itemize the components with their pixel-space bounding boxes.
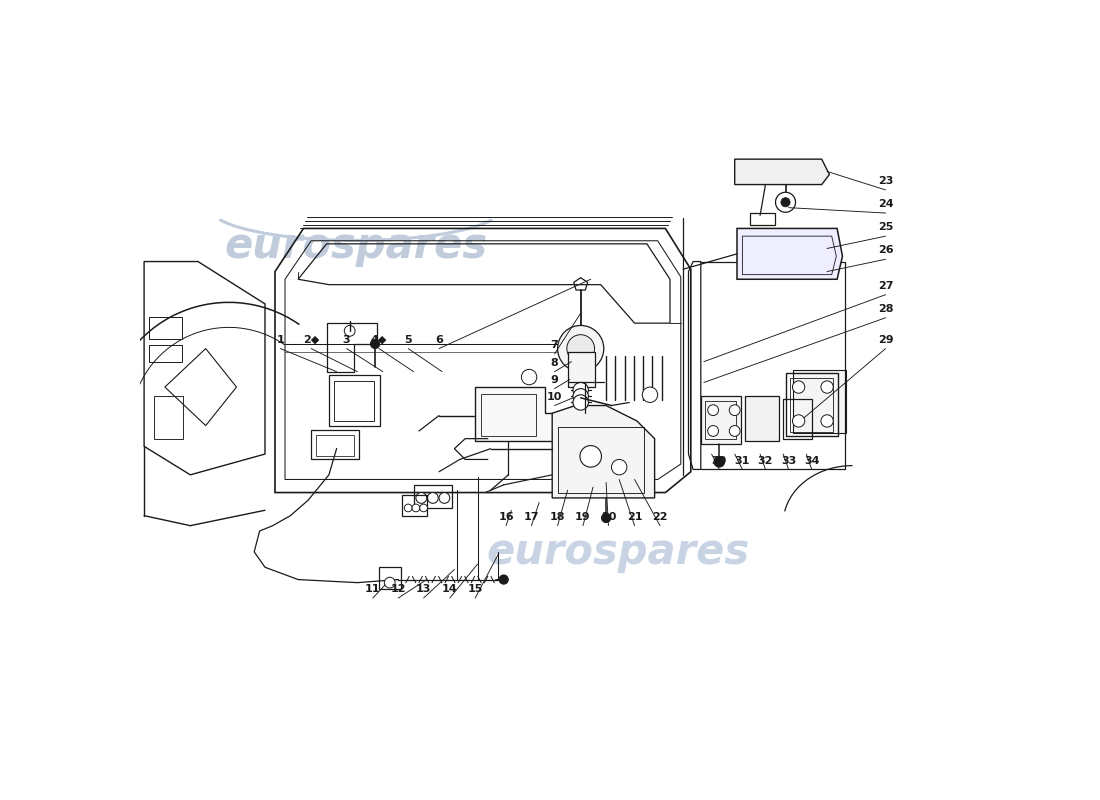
Text: 20: 20 — [601, 512, 616, 522]
Text: 9: 9 — [551, 374, 559, 385]
Circle shape — [416, 493, 427, 503]
Circle shape — [573, 382, 588, 398]
Text: 27: 27 — [878, 281, 893, 291]
Text: 22: 22 — [652, 512, 668, 522]
Text: 29: 29 — [878, 334, 893, 345]
Text: 17: 17 — [524, 512, 539, 522]
Circle shape — [821, 414, 834, 427]
Text: 14: 14 — [442, 584, 458, 594]
Bar — [701, 396, 741, 444]
Bar — [568, 353, 594, 387]
Bar — [334, 381, 374, 421]
Text: 12: 12 — [390, 584, 406, 594]
Text: 18: 18 — [550, 512, 565, 522]
Text: eurospares: eurospares — [486, 531, 749, 573]
Text: 34: 34 — [804, 456, 820, 466]
Circle shape — [439, 493, 450, 503]
Circle shape — [714, 456, 725, 467]
Circle shape — [371, 339, 380, 349]
Bar — [783, 398, 813, 438]
Circle shape — [521, 370, 537, 385]
Text: 1: 1 — [276, 334, 284, 345]
Text: 33: 33 — [781, 456, 796, 466]
Bar — [481, 394, 536, 436]
Circle shape — [420, 504, 428, 512]
Polygon shape — [475, 387, 565, 441]
Circle shape — [566, 334, 595, 362]
Polygon shape — [552, 406, 654, 498]
Circle shape — [602, 514, 610, 522]
Text: 8: 8 — [551, 358, 559, 368]
Bar — [558, 427, 644, 493]
Bar — [150, 317, 182, 338]
Text: 13: 13 — [416, 584, 431, 594]
Circle shape — [707, 405, 718, 415]
Text: 7: 7 — [551, 340, 559, 350]
Text: 28: 28 — [878, 304, 893, 314]
Text: 32: 32 — [758, 456, 773, 466]
Circle shape — [729, 405, 740, 415]
Polygon shape — [737, 229, 843, 279]
Circle shape — [405, 504, 412, 512]
Bar — [785, 373, 838, 436]
Bar — [316, 435, 354, 456]
Text: eurospares: eurospares — [224, 225, 487, 267]
Bar — [745, 396, 779, 441]
Text: 21: 21 — [627, 512, 642, 522]
Text: 24: 24 — [878, 199, 893, 209]
Circle shape — [384, 578, 395, 588]
Text: 31: 31 — [735, 456, 750, 466]
Circle shape — [412, 504, 420, 512]
Text: 11: 11 — [365, 584, 381, 594]
Circle shape — [521, 423, 537, 438]
Circle shape — [776, 192, 795, 212]
Circle shape — [792, 381, 805, 394]
Bar — [311, 430, 359, 459]
Text: 15: 15 — [468, 584, 483, 594]
Bar — [378, 567, 400, 589]
Bar — [793, 370, 846, 434]
Circle shape — [729, 426, 740, 436]
Text: 16: 16 — [498, 512, 514, 522]
Circle shape — [792, 414, 805, 427]
Text: 25: 25 — [878, 222, 893, 232]
Circle shape — [707, 426, 718, 436]
Text: 4◆: 4◆ — [371, 334, 387, 345]
Circle shape — [612, 459, 627, 475]
Text: 6: 6 — [436, 334, 443, 345]
Circle shape — [781, 198, 790, 207]
Polygon shape — [735, 159, 829, 185]
Circle shape — [573, 394, 588, 410]
Text: 26: 26 — [878, 246, 893, 255]
Bar — [705, 401, 736, 439]
Bar — [154, 396, 184, 438]
Text: 10: 10 — [547, 392, 562, 402]
Circle shape — [642, 387, 658, 402]
Circle shape — [499, 575, 508, 584]
Text: 3: 3 — [343, 334, 351, 345]
Circle shape — [558, 326, 604, 372]
Text: 2◆: 2◆ — [304, 334, 319, 345]
Circle shape — [580, 446, 602, 467]
Bar — [750, 213, 774, 226]
Circle shape — [821, 381, 834, 394]
Text: 30: 30 — [712, 456, 727, 466]
Bar — [790, 378, 834, 432]
Text: 23: 23 — [878, 176, 893, 186]
Text: 5: 5 — [405, 334, 412, 345]
Circle shape — [428, 493, 438, 503]
Bar — [150, 345, 182, 362]
Text: 19: 19 — [575, 512, 591, 522]
Circle shape — [344, 326, 355, 336]
Circle shape — [573, 389, 588, 404]
